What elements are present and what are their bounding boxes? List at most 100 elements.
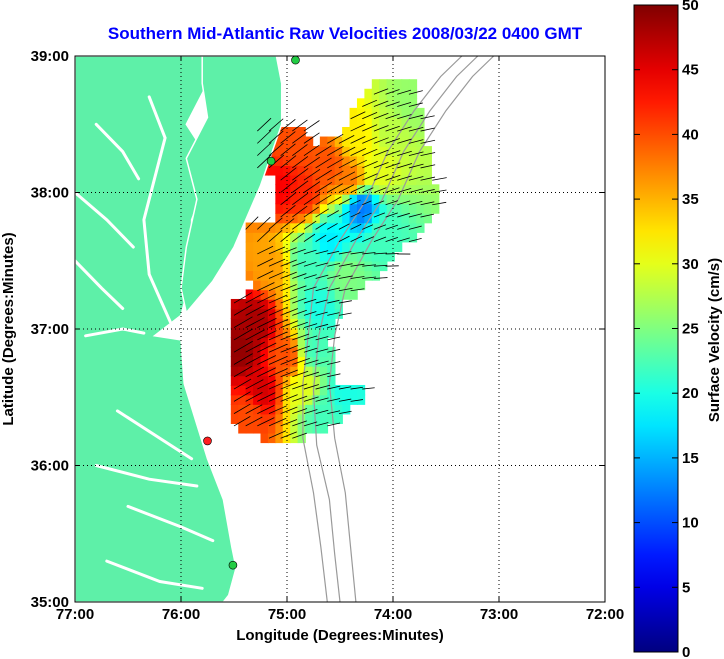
speed-cell — [371, 212, 381, 224]
speed-cell — [290, 337, 299, 348]
speed-cell — [297, 184, 306, 195]
speed-cell — [305, 251, 314, 262]
velocity-arrow — [315, 145, 332, 156]
speed-cell — [401, 146, 410, 157]
speed-cell — [267, 251, 277, 262]
speed-cell — [297, 308, 306, 319]
velocity-arrow — [327, 250, 340, 255]
speed-cell — [386, 193, 395, 205]
velocity-arrow — [280, 155, 297, 169]
speed-cell — [334, 404, 343, 415]
speed-cell — [282, 136, 291, 147]
speed-cell — [297, 146, 306, 157]
velocity-arrow — [327, 324, 340, 329]
speed-cell — [245, 232, 254, 243]
velocity-arrow — [373, 236, 387, 243]
speed-cell — [312, 375, 321, 386]
speed-cell — [290, 375, 299, 386]
velocity-arrow — [350, 288, 365, 292]
speed-cell — [305, 375, 314, 386]
speed-cell — [349, 146, 358, 157]
velocity-arrow — [315, 311, 328, 316]
speed-cell — [253, 241, 262, 252]
velocity-arrow — [303, 359, 319, 365]
speed-cell — [356, 212, 366, 224]
speed-cell — [371, 232, 381, 243]
speed-cell — [260, 375, 269, 386]
speed-cell — [408, 79, 418, 90]
speed-cell — [394, 126, 403, 138]
speed-cell — [282, 184, 291, 195]
velocity-arrow — [338, 275, 353, 279]
speed-cell — [386, 98, 395, 109]
speed-cell — [334, 384, 343, 396]
speed-cell — [282, 394, 291, 405]
velocity-arrow — [338, 184, 355, 193]
velocity-arrow — [338, 158, 356, 169]
velocity-arrow — [233, 316, 253, 328]
speed-cell — [305, 146, 314, 157]
speed-cell — [297, 251, 306, 262]
speed-cell — [297, 165, 306, 176]
speed-cell — [327, 146, 336, 157]
speed-cell — [297, 404, 306, 415]
velocity-arrow — [280, 284, 297, 292]
velocity-arrow — [315, 287, 328, 292]
velocity-arrow — [327, 158, 344, 169]
speed-cell — [282, 222, 291, 233]
velocity-arrow — [257, 245, 274, 255]
speed-cell — [275, 384, 284, 396]
speed-cell — [267, 279, 277, 291]
velocity-arrow — [373, 212, 385, 218]
velocity-arrow — [420, 213, 435, 218]
speed-cell — [319, 423, 329, 434]
velocity-arrow — [338, 287, 353, 292]
speed-cell — [334, 193, 343, 205]
velocity-arrow — [245, 416, 263, 427]
speed-cell — [408, 155, 418, 166]
speed-cell — [356, 146, 366, 157]
velocity-arrow — [327, 336, 341, 341]
speed-cell — [305, 404, 314, 415]
speed-cell — [342, 251, 351, 262]
velocity-arrow — [397, 187, 412, 193]
velocity-arrow — [397, 175, 412, 181]
velocity-arrow — [373, 100, 389, 107]
speed-cell — [371, 193, 381, 205]
velocity-arrow — [362, 99, 378, 107]
speed-cell — [371, 155, 381, 166]
speed-cell — [290, 394, 299, 405]
speed-cell — [371, 165, 381, 176]
speed-cell — [342, 241, 351, 252]
velocity-arrow — [408, 139, 424, 144]
speed-cell — [260, 318, 269, 329]
velocity-arrow — [373, 277, 388, 279]
speed-cell — [253, 251, 262, 262]
speed-cell — [408, 184, 418, 195]
speed-cell — [260, 365, 269, 377]
speed-cell — [312, 404, 321, 415]
speed-cell — [364, 174, 373, 186]
y-tick-label: 38:00 — [31, 185, 69, 202]
speed-cell — [275, 165, 284, 176]
speed-cell — [356, 260, 366, 272]
radar-station-marker — [203, 436, 212, 446]
speed-cell — [230, 384, 240, 396]
velocity-arrow — [268, 118, 284, 132]
speed-cell — [312, 365, 321, 377]
speed-cell — [408, 174, 418, 186]
velocity-arrow — [397, 200, 411, 206]
velocity-arrow — [408, 151, 424, 157]
speed-cell — [356, 174, 366, 186]
speed-cell — [327, 375, 336, 386]
speed-cell — [379, 117, 388, 128]
velocity-arrow — [268, 331, 288, 341]
speed-cell — [327, 298, 336, 310]
chart-title: Southern Mid-Atlantic Raw Velocities 200… — [108, 24, 583, 43]
speed-cell — [408, 212, 418, 224]
colorbar-tick-label: 30 — [682, 256, 699, 273]
speed-cell — [238, 375, 247, 386]
velocity-arrow — [303, 144, 320, 156]
speed-cell — [253, 222, 262, 233]
velocity-arrow — [373, 252, 387, 255]
